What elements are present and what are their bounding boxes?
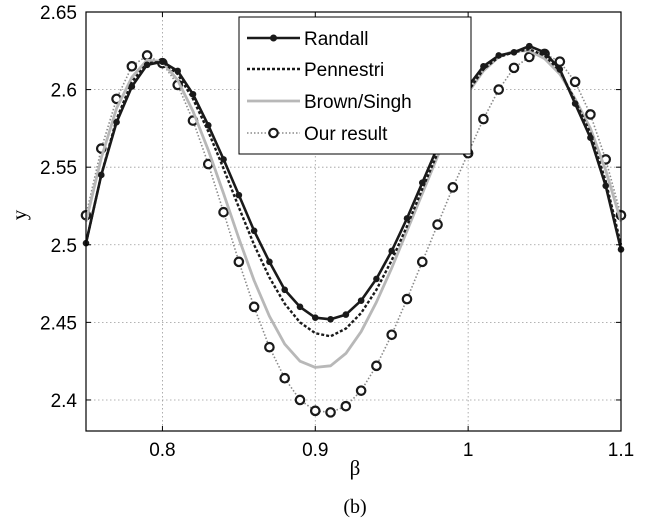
data-point — [218, 206, 229, 218]
data-point — [294, 394, 306, 406]
data-point — [569, 76, 581, 88]
figure-caption: (b) — [343, 496, 366, 518]
data-point — [388, 247, 396, 255]
y-axis-label: y — [7, 209, 31, 220]
data-point — [587, 134, 594, 141]
data-point — [281, 286, 289, 294]
data-point — [143, 61, 151, 69]
data-point — [493, 84, 505, 95]
data-point — [602, 182, 610, 190]
legend-label: Pennestri — [304, 60, 384, 81]
data-point — [571, 100, 579, 107]
data-point — [508, 62, 520, 74]
data-point — [541, 49, 548, 56]
data-point — [478, 113, 489, 125]
data-point — [264, 341, 275, 353]
series-brown-singh — [84, 49, 623, 369]
data-point — [554, 56, 566, 67]
axis-ticks: 0.8 0.9 1 1.1 2.4 2.45 2.5 2.55 2.6 2.65 — [40, 3, 634, 461]
data-point — [386, 329, 398, 341]
data-point — [174, 67, 182, 75]
data-point — [266, 258, 273, 266]
x-tick-label: 1.1 — [608, 440, 634, 461]
y-tick-label: 2.6 — [51, 81, 77, 102]
data-point — [248, 301, 260, 313]
data-point — [250, 227, 258, 235]
data-point — [279, 372, 291, 384]
data-point — [416, 256, 428, 268]
legend-marker — [270, 34, 277, 42]
data-point — [432, 219, 443, 230]
series-line — [84, 49, 623, 369]
data-point — [403, 215, 411, 222]
legend-label: Randall — [304, 29, 368, 50]
data-point — [296, 303, 304, 311]
data-point — [342, 311, 350, 318]
legend-entry: Pennestri — [247, 60, 384, 81]
data-point — [233, 256, 245, 268]
series-randall — [82, 42, 625, 323]
data-point — [401, 293, 413, 305]
legend-entry: Randall — [247, 29, 368, 50]
y-tick-label: 2.4 — [51, 391, 78, 412]
series-layer — [80, 42, 627, 418]
data-point — [235, 191, 243, 199]
x-tick-label: 0.9 — [302, 440, 328, 461]
data-point — [480, 63, 487, 70]
data-point — [340, 400, 352, 412]
data-point — [556, 66, 564, 73]
data-point — [373, 275, 380, 283]
data-point — [220, 156, 227, 163]
series-line — [84, 48, 623, 338]
x-tick-label: 0.8 — [149, 440, 175, 461]
y-tick-label: 2.45 — [40, 313, 77, 334]
legend-label: Our result — [304, 124, 388, 145]
data-point — [309, 405, 321, 417]
legend-marker — [268, 127, 279, 139]
data-point — [418, 179, 426, 187]
data-point — [525, 42, 533, 50]
data-point — [141, 50, 153, 61]
data-point — [204, 121, 212, 129]
data-point — [327, 315, 334, 323]
data-point — [510, 49, 518, 56]
data-point — [355, 385, 367, 396]
data-point — [159, 58, 166, 65]
plot-frame — [85, 11, 622, 432]
data-point — [311, 314, 319, 322]
series-pennestri — [84, 48, 623, 338]
data-point — [126, 61, 138, 72]
y-tick-label: 2.55 — [40, 158, 77, 179]
data-point — [189, 90, 197, 98]
data-point — [97, 171, 105, 179]
data-point — [495, 52, 503, 59]
y-tick-label: 2.5 — [51, 236, 77, 257]
legend-entry: Brown/Singh — [247, 92, 412, 113]
x-tick-label: 1 — [463, 440, 474, 461]
data-point — [325, 407, 336, 418]
legend-label: Brown/Singh — [304, 92, 412, 113]
y-tick-label: 2.65 — [40, 3, 77, 24]
data-point — [371, 360, 382, 372]
data-point — [113, 118, 120, 126]
legend-entry: Our result — [247, 124, 388, 145]
data-point — [357, 297, 365, 304]
data-point — [523, 51, 535, 63]
x-axis-label: β — [350, 456, 361, 480]
data-point — [585, 109, 596, 120]
legend: Randall Pennestri Brown/Singh Our result — [238, 16, 472, 155]
data-point — [447, 182, 459, 193]
data-point — [128, 83, 136, 90]
